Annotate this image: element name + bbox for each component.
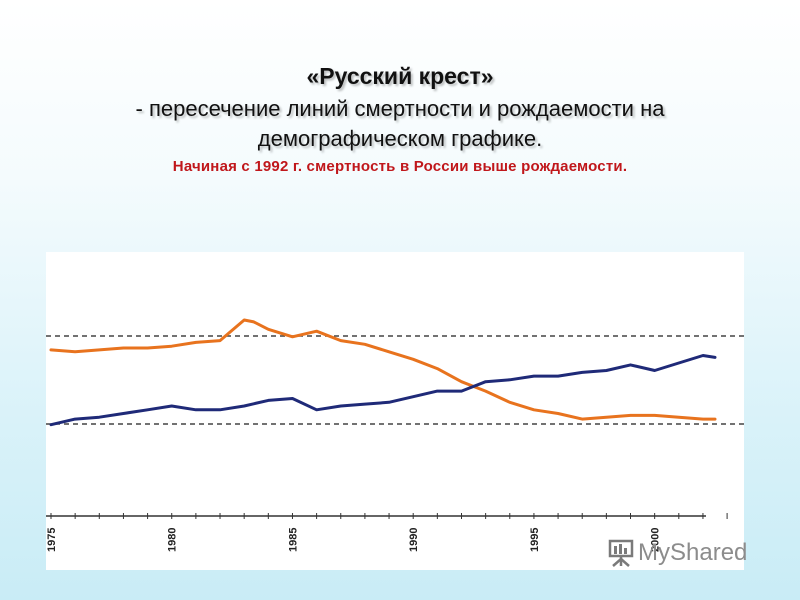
slide-subtitle-line-1: - пересечение линий смертности и рождаем… (135, 96, 665, 121)
x-tick-label: 1975 (46, 528, 58, 552)
slide-subtitle-line-2: демографическом графике. (257, 126, 543, 151)
slide-subtitle: - пересечение линий смертности и рождаем… (0, 94, 800, 154)
slide-note: Начиная с 1992 г. смертность в России вы… (172, 158, 628, 175)
chart-canvas: 1975 1980 1985 1990 1995 2000 (46, 318, 744, 552)
x-tick-label: 1985 (287, 528, 299, 552)
slide-title: «Русский крест» (306, 63, 494, 89)
demographic-chart: 1975 1980 1985 1990 1995 2000 (46, 252, 744, 570)
slide-header: «Русский крест» - пересечение линий смер… (0, 62, 800, 175)
watermark: MyShared (608, 536, 747, 570)
x-tick-label: 2000 (650, 528, 662, 552)
birth-rate-line (49, 318, 717, 421)
x-tick-label: 1980 (167, 528, 179, 552)
watermark-text: MyShared (638, 539, 748, 566)
presentation-board-icon (608, 539, 634, 567)
x-tick-label: 1995 (529, 528, 541, 552)
death-rate-line (49, 354, 717, 427)
x-tick-label: 1990 (408, 528, 420, 552)
